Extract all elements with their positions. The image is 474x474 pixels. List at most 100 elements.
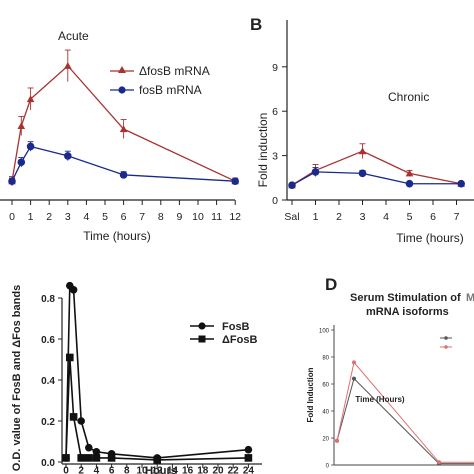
panel-c-x-tick-label: 14 (167, 465, 179, 474)
panel-a-series-2-point (26, 142, 35, 151)
panel-b-x-tick-label: 5 (407, 211, 413, 223)
panel-d: D Serum Stimulation of M mRNA isoforms 0… (306, 275, 474, 470)
panel-b-series-1-point (358, 147, 367, 155)
panel-c-y-tick-label: 0.2 (41, 417, 55, 428)
panel-c-x-tick-label: 12 (152, 465, 164, 474)
panel-c-series-1-point (69, 286, 78, 294)
panel-a-x-tick-label: 12 (229, 211, 241, 223)
panel-c-x-tick-label: 0 (63, 465, 69, 474)
panel-c-x-tick-label: 8 (124, 465, 130, 474)
panel-c-x-tick-label: 6 (109, 465, 115, 474)
panel-c-series-1-point (77, 417, 85, 425)
panel-b-title: Chronic (388, 90, 429, 104)
panel-a-x-tick-label: 0 (9, 211, 15, 223)
panel-b-y-tick-label: 9 (272, 62, 278, 74)
panel-a-series-1-point (119, 125, 128, 133)
panel-c-series-1-point (85, 443, 93, 452)
panel-c-series-2-point (244, 454, 253, 462)
panel-c-xlabel: Hours (145, 465, 177, 474)
panel-a-x-tick-label: 3 (65, 211, 71, 223)
panel-b-x-tick-label: 2 (336, 211, 342, 223)
panel-b-x-tick-label: Sal (284, 211, 299, 223)
panel-c-series-2-line (65, 357, 249, 461)
panel-c-series-2-point (153, 456, 161, 464)
panel-c: 0 2 4 6 8 10 12 14 16 18 20 22 240.00.20.40.60.8 O.D… (11, 281, 262, 474)
panel-a-series-1-point (64, 62, 72, 69)
panel-b-series-1-point (405, 169, 414, 177)
panel-d-series-2-point (335, 438, 339, 443)
panel-c-x-tick-label: 24 (243, 465, 255, 474)
panel-c-y-tick-label: 0.0 (41, 458, 55, 469)
panel-c-y-tick-label: 0.4 (41, 376, 55, 387)
legend-marker-d2 (444, 345, 448, 349)
panel-c-x-tick-label: 20 (212, 465, 224, 474)
panel-d-title-line1: Serum Stimulation of (350, 292, 461, 304)
panel-c-x-tick-label: 4 (94, 465, 100, 474)
panel-b-ylabel: Fold induction (256, 113, 270, 188)
panel-c-series-2-point (92, 454, 101, 462)
panel-d-series-2-line (336, 361, 474, 463)
panel-b-y-tick-label: 3 (272, 151, 278, 163)
panel-b-y-tick-label: 6 (272, 106, 278, 118)
panel-d-y-tick-label: 0 (326, 464, 330, 470)
panel-b-series-1-line (291, 150, 462, 186)
panel-c-x-tick-label: 22 (228, 465, 240, 474)
panel-a-x-tick-label: 4 (83, 211, 89, 223)
panel-a-series-2-point (64, 152, 72, 160)
panel-b-x-tick-label: 6 (430, 211, 436, 223)
panel-a-series-1-line (11, 64, 236, 182)
panel-a-series-2-point (17, 158, 26, 167)
legend-circle-marker (118, 86, 126, 94)
panel-d-xlabel: Time (Hours) (355, 395, 405, 404)
panel-b-marks (288, 143, 466, 189)
panel-a-x-tick-label: 5 (102, 211, 108, 223)
panel-d-letter: D (325, 275, 337, 294)
panel-c-ylabel: O.D. value of FosB and ΔFos bands (11, 285, 23, 471)
panel-c-y-tick-label: 0.6 (41, 335, 55, 346)
panel-d-marks (335, 360, 474, 466)
legend-label-deltafosb-c: ΔFosB (222, 334, 257, 346)
panel-b-y-tick-label: 0 (272, 195, 278, 207)
legend-label-fosb-c: FosB (222, 321, 250, 333)
panel-d-series-1-line (336, 377, 474, 465)
panel-d-y-tick-label: 20 (322, 437, 329, 443)
panel-a: Acute ΔfosB mRNA fosB mRNA 0 1 2 3 4 5 6 7 8 9 10 1… (0, 29, 241, 243)
panel-d-y-tick-label: 80 (322, 356, 329, 362)
panel-a-xlabel: Time (hours) (83, 229, 151, 243)
panel-b-x-tick-label: 4 (383, 211, 389, 223)
panel-c-x-tick-label: 18 (197, 465, 209, 474)
panel-b-ticks: Sal 1 2 3 4 5 6 7 0 3 6 9 (272, 62, 459, 223)
panel-c-series-1-point (244, 445, 253, 454)
panel-a-x-tick-label: 11 (211, 211, 222, 223)
panel-a-series-1-point (26, 95, 35, 103)
panel-a-series-2-point (231, 177, 239, 185)
panel-d-series-2-point (437, 460, 441, 465)
legend-label-fosb: fosB mRNA (139, 83, 202, 97)
panel-b-x-tick-label: 7 (454, 211, 460, 223)
panel-b-series-2-point (358, 169, 367, 178)
panel-a-title: Acute (58, 29, 89, 43)
panel-c-x-tick-label: 2 (78, 465, 84, 474)
panel-c-series-2-point (66, 353, 74, 362)
panel-d-series-2-point (352, 360, 356, 365)
panel-d-ylabel: Fold Induction (306, 367, 315, 422)
panel-a-x-tick-label: 2 (46, 211, 52, 223)
panel-a-x-tick-label: 10 (192, 211, 204, 223)
panel-d-y-tick-label: 60 (322, 383, 329, 389)
panel-b-x-tick-label: 1 (313, 211, 319, 223)
panel-d-y-tick-label: 100 (319, 329, 330, 335)
panel-a-x-tick-label: 8 (158, 211, 164, 223)
panel-c-series-1-point (92, 447, 101, 456)
panel-d-title-line2: mRNA isoforms (366, 306, 449, 318)
panel-c-series-2-point (107, 454, 116, 462)
panel-a-marks (8, 49, 239, 186)
panel-a-x-tick-label: 6 (121, 211, 127, 223)
panel-a-x-tick-label: 9 (176, 211, 182, 223)
panel-b-letter: B (250, 15, 262, 34)
panel-c-x-tick-label: 10 (136, 465, 148, 474)
panel-d-y-tick-label: 40 (322, 410, 329, 416)
legend-triangle-marker (118, 66, 126, 73)
panel-b-series-2-point (288, 181, 296, 189)
legend-marker-d1 (444, 336, 448, 340)
panel-c-series-2-point (85, 454, 93, 462)
